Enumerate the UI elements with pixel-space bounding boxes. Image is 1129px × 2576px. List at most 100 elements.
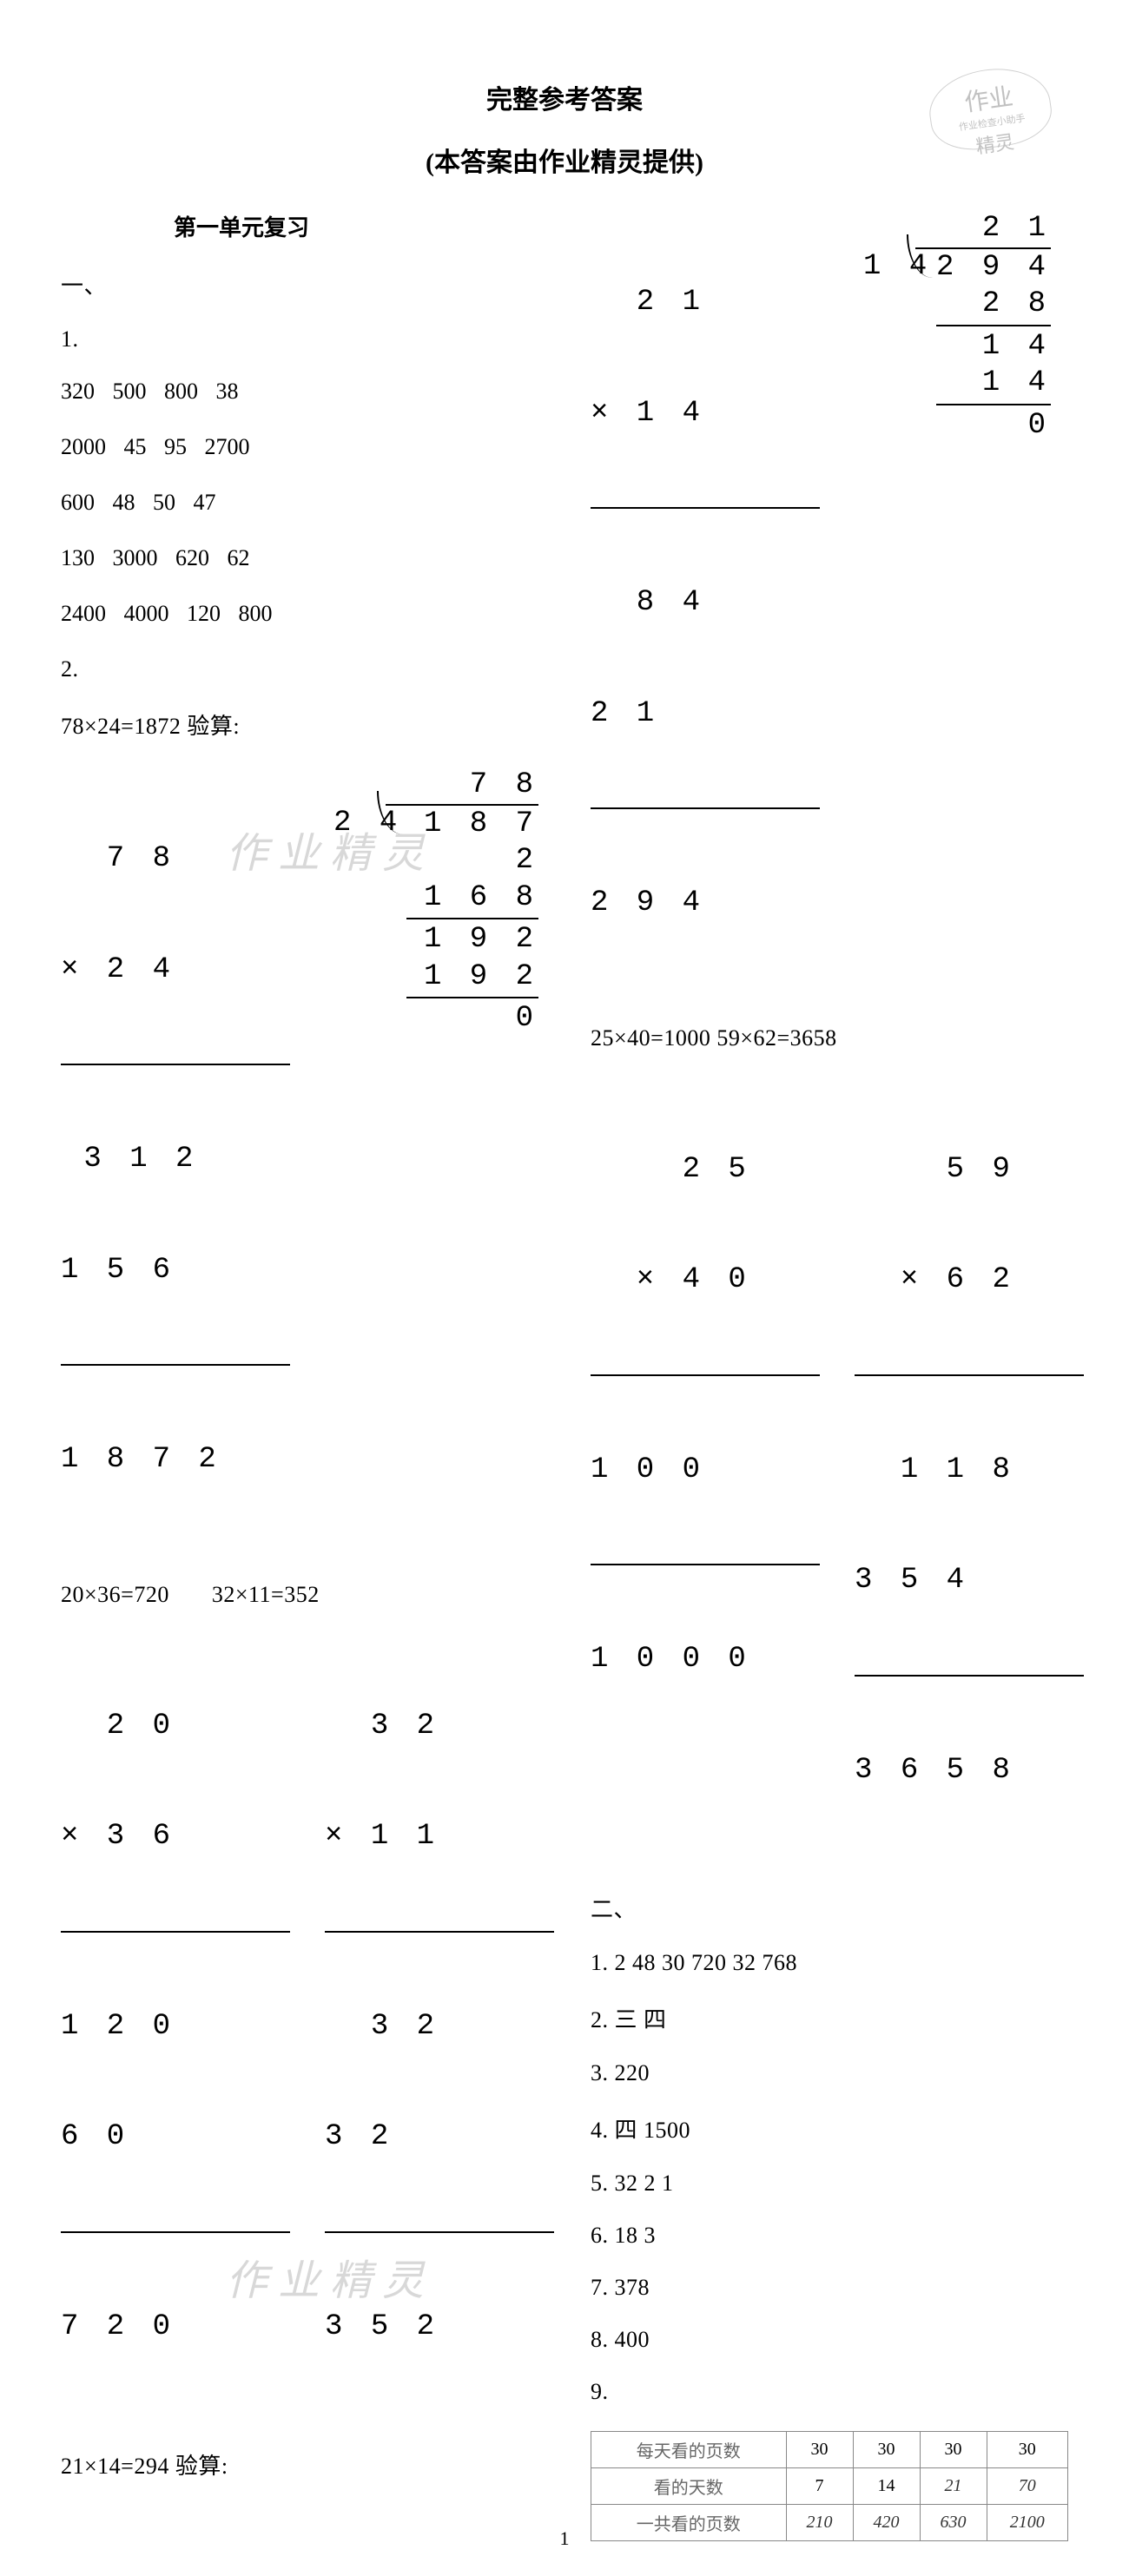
table-row: 每天看的页数 30 30 30 30 [591, 2432, 1068, 2468]
div-line: 1 4 [936, 365, 1051, 402]
table-cell: 30 [987, 2432, 1067, 2468]
div-line: 2 8 [936, 286, 1051, 323]
equation-4: 25×40=1000 59×62=3658 [591, 1025, 1068, 1051]
answer-5: 5. 32 2 1 [591, 2171, 1068, 2197]
mult-line: 5 9 [855, 1151, 1084, 1189]
number-row-5: 2400 4000 120 800 [61, 601, 538, 627]
mult-line: 2 9 4 [591, 885, 820, 922]
table-cell-handwritten: 21 [920, 2468, 987, 2505]
quotient: 7 8 [386, 767, 538, 804]
answer-9: 9. [591, 2379, 1068, 2405]
right-column: 2 1 × 1 4 8 4 2 1 2 9 4 1 4 2 1 2 9 4 2 … [564, 210, 1068, 2541]
table-row: 一共看的页数 210 420 630 2100 [591, 2505, 1068, 2541]
table-cell: 7 [786, 2468, 853, 2505]
section-one-label: 一、 [61, 268, 538, 300]
stamp-watermark: 作业 作业检查小助手 精灵 [924, 62, 1055, 156]
mult-line: × 1 1 [325, 1818, 554, 1855]
section-two-label: 二、 [591, 1892, 1068, 1924]
mult-line: 1 5 6 [61, 1252, 290, 1289]
table-row: 看的天数 7 14 21 70 [591, 2468, 1068, 2505]
answer-1: 1. 2 48 30 720 32 768 [591, 1950, 1068, 1976]
mult-line: 1 2 0 [61, 2008, 290, 2046]
answer-table: 每天看的页数 30 30 30 30 看的天数 7 14 21 70 一共看的页… [591, 2431, 1068, 2541]
number-row-3: 600 48 50 47 [61, 490, 538, 516]
div-line: 1 9 2 [406, 959, 538, 996]
div-line: 0 [406, 1000, 538, 1038]
longdiv-1872-24: 2 4 7 8 1 8 7 2 1 6 8 1 9 2 1 9 2 0 [386, 767, 538, 1038]
table-cell: 30 [920, 2432, 987, 2468]
title-main: 完整参考答案 [61, 78, 1068, 116]
title-sub: (本答案由作业精灵提供) [61, 141, 1068, 179]
dividend: 1 8 7 2 [406, 806, 538, 880]
answer-4: 4. 四 1500 [591, 2112, 1068, 2144]
mult-line: 2 0 [61, 1708, 290, 1745]
mult-line: 3 2 [325, 2008, 554, 2046]
equation-2: 20×36=720 32×11=352 [61, 1582, 538, 1608]
mult-line: 3 1 2 [61, 1141, 290, 1178]
mult-line: 1 8 7 2 [61, 1441, 290, 1479]
eq-2b: 32×11=352 [212, 1582, 320, 1607]
mult-line: × 6 2 [855, 1262, 1084, 1299]
table-cell-handwritten: 630 [920, 2505, 987, 2541]
table-cell-handwritten: 210 [786, 2505, 853, 2541]
number-row-1: 320 500 800 38 [61, 379, 538, 405]
answer-2: 2. 三 四 [591, 2002, 1068, 2034]
mult-line: 3 2 [325, 1708, 554, 1745]
page-number: 1 [560, 2527, 570, 2550]
mult-line: 2 1 [591, 695, 820, 733]
eq-2a: 20×36=720 [61, 1582, 169, 1607]
table-header: 看的天数 [591, 2468, 787, 2505]
calc-row-21x14: 2 1 × 1 4 8 4 2 1 2 9 4 1 4 2 1 2 9 4 2 … [591, 210, 1068, 996]
mult-line: 3 5 4 [855, 1562, 1084, 1599]
div-line: 0 [936, 407, 1051, 445]
mult-line: 2 5 [591, 1151, 820, 1189]
mult-line: 2 1 [591, 284, 820, 321]
calc-row-20x36-32x11: 2 0 × 3 6 1 2 0 6 0 7 2 0 3 2 × 1 1 3 2 … [61, 1634, 538, 2420]
page-container: 作业 作业检查小助手 精灵 完整参考答案 (本答案由作业精灵提供) 第一单元复习… [0, 0, 1129, 2576]
mult-line: 1 0 0 [591, 1452, 820, 1489]
mult-line: 7 8 [61, 840, 290, 878]
calc-row-78x24: 7 8 × 2 4 3 1 2 1 5 6 1 8 7 2 2 4 7 8 1 … [61, 767, 538, 1552]
answer-8: 8. 400 [591, 2327, 1068, 2353]
mult-line: 3 6 5 8 [855, 1752, 1084, 1789]
mult-line: 3 2 [325, 2118, 554, 2156]
table-cell-handwritten: 70 [987, 2468, 1067, 2505]
longdiv-294-14: 1 4 2 1 2 9 4 2 8 1 4 1 4 0 [915, 210, 1051, 444]
mult-line: 1 1 8 [855, 1452, 1084, 1489]
mult-line: × 3 6 [61, 1818, 290, 1855]
mult-line: 7 2 0 [61, 2309, 290, 2346]
table-header: 一共看的页数 [591, 2505, 787, 2541]
mult-line: 6 0 [61, 2118, 290, 2156]
mult-line: × 2 4 [61, 952, 290, 989]
mult-59-62: 5 9 × 6 2 1 1 8 3 5 4 3 6 5 8 [855, 1077, 1084, 1863]
unit-title: 第一单元复习 [174, 210, 538, 242]
number-row-2: 2000 45 95 2700 [61, 434, 538, 460]
mult-line: 3 5 2 [325, 2309, 554, 2346]
table-cell-handwritten: 420 [853, 2505, 920, 2541]
answer-6: 6. 18 3 [591, 2223, 1068, 2249]
mult-line: × 1 4 [591, 395, 820, 432]
answer-7: 7. 378 [591, 2275, 1068, 2301]
table-cell-handwritten: 2100 [987, 2505, 1067, 2541]
two-column-layout: 第一单元复习 一、 1. 320 500 800 38 2000 45 95 2… [61, 210, 1068, 2541]
mult-25-40: 2 5 × 4 0 1 0 0 1 0 0 0 [591, 1077, 820, 1752]
mult-32-11: 3 2 × 1 1 3 2 3 2 3 5 2 [325, 1634, 554, 2420]
number-row-4: 130 3000 620 62 [61, 545, 538, 571]
mult-line: 8 4 [591, 584, 820, 622]
equation-3: 21×14=294 验算: [61, 2448, 538, 2480]
mult-20-36: 2 0 × 3 6 1 2 0 6 0 7 2 0 [61, 1634, 290, 2420]
mult-78-24: 7 8 × 2 4 3 1 2 1 5 6 1 8 7 2 [61, 767, 290, 1552]
quotient: 2 1 [915, 210, 1051, 247]
calc-row-25x40-59x62: 2 5 × 4 0 1 0 0 1 0 0 0 5 9 × 6 2 1 1 8 … [591, 1077, 1068, 1863]
left-column: 第一单元复习 一、 1. 320 500 800 38 2000 45 95 2… [61, 210, 564, 2541]
div-line: 1 6 8 [406, 880, 538, 917]
mult-21-14: 2 1 × 1 4 8 4 2 1 2 9 4 [591, 210, 820, 996]
div-line: 1 9 2 [406, 921, 538, 959]
table-cell: 30 [786, 2432, 853, 2468]
mult-line: 1 0 0 0 [591, 1641, 820, 1678]
div-line: 1 4 [936, 328, 1051, 366]
mult-line: × 4 0 [591, 1262, 820, 1299]
equation-1: 78×24=1872 验算: [61, 708, 538, 741]
question-2-label: 2. [61, 656, 538, 682]
dividend: 2 9 4 [936, 249, 1051, 287]
